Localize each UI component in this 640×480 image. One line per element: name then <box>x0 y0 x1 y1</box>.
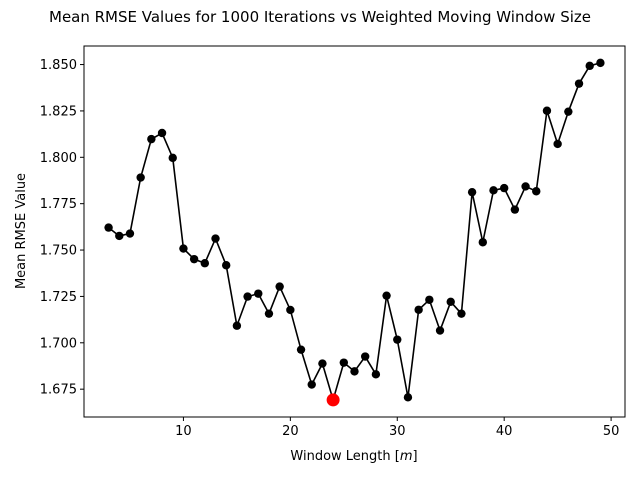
data-point <box>115 231 124 241</box>
series-points <box>104 58 605 405</box>
data-point <box>264 309 274 318</box>
x-tick-label: 40 <box>496 424 513 439</box>
data-point <box>179 244 188 253</box>
data-point <box>414 305 423 314</box>
data-point <box>147 134 156 144</box>
data-point <box>467 187 477 197</box>
data-point <box>296 345 306 354</box>
data-point <box>457 309 466 318</box>
y-tick-label: 1.700 <box>40 336 77 351</box>
x-axis-label: Window Length [m] <box>290 449 417 464</box>
x-tick-label: 20 <box>282 424 299 439</box>
series-line <box>108 62 601 403</box>
data-point <box>200 259 210 268</box>
data-point <box>221 261 231 270</box>
y-axis-label: Mean RMSE Value <box>14 173 29 289</box>
data-point <box>307 380 316 389</box>
data-point <box>574 79 584 88</box>
data-point <box>382 291 391 300</box>
data-point <box>243 292 252 301</box>
data-point <box>499 183 509 193</box>
data-point <box>211 234 220 243</box>
data-point <box>403 393 413 402</box>
data-point <box>168 153 177 163</box>
data-point <box>489 186 498 195</box>
data-point <box>232 321 242 330</box>
data-point <box>478 238 488 247</box>
data-point <box>275 282 284 291</box>
data-point <box>360 352 370 361</box>
y-tick-label: 1.725 <box>40 290 77 305</box>
x-tick-label: 50 <box>603 424 620 439</box>
data-point <box>425 295 434 304</box>
chart-title: Mean RMSE Values for 1000 Iterations vs … <box>49 8 591 26</box>
plot-frame <box>83 45 626 418</box>
data-point <box>553 139 562 149</box>
y-tick-label: 1.675 <box>40 383 77 398</box>
data-point <box>189 254 199 264</box>
data-point <box>125 229 135 238</box>
plot-area: 10 20 30 40 50 1.675 1.700 1.725 1.750 1.775 1.80… <box>40 45 626 439</box>
y-tick-label: 1.825 <box>40 104 77 119</box>
x-axis: 10 20 30 40 50 <box>175 417 619 439</box>
data-point <box>371 370 381 379</box>
data-point <box>435 326 445 335</box>
y-tick-label: 1.800 <box>40 151 77 166</box>
y-tick-label: 1.850 <box>40 58 77 73</box>
data-point <box>254 289 263 298</box>
data-point <box>350 367 359 376</box>
minimum-highlight-point <box>326 393 340 407</box>
data-point <box>510 205 520 214</box>
data-point <box>542 106 552 115</box>
data-point <box>104 223 113 232</box>
data-point <box>393 335 402 344</box>
data-point <box>532 187 541 196</box>
data-point <box>585 61 594 71</box>
data-point <box>318 359 327 368</box>
y-tick-label: 1.775 <box>40 197 77 212</box>
x-tick-label: 10 <box>175 424 192 439</box>
data-point <box>564 107 573 116</box>
data-point <box>446 297 455 307</box>
y-tick-label: 1.750 <box>40 244 77 259</box>
data-point <box>286 305 295 315</box>
data-point <box>136 173 145 182</box>
x-tick-label: 30 <box>389 424 406 439</box>
data-point <box>339 358 349 367</box>
data-point <box>596 58 605 68</box>
y-axis: 1.675 1.700 1.725 1.750 1.775 1.800 1.825 1.850 <box>40 58 84 398</box>
data-point <box>157 128 167 138</box>
data-point <box>521 182 530 191</box>
